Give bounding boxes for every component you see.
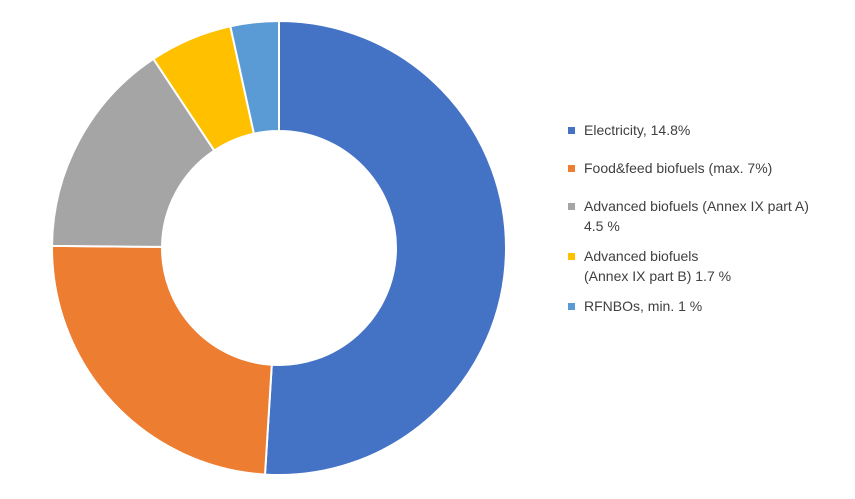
legend-label: Advanced biofuels (Annex IX part A) 4.5 … (584, 198, 809, 234)
legend-item-food-feed-biofuels: Food&feed biofuels (max. 7%) (568, 158, 848, 178)
legend-swatch (568, 303, 575, 310)
legend-item-electricity: Electricity, 14.8% (568, 120, 848, 140)
legend-swatch (568, 253, 575, 260)
chart-legend: Electricity, 14.8% Food&feed biofuels (m… (568, 120, 848, 334)
legend-item-advanced-biofuels-a: Advanced biofuels (Annex IX part A) 4.5 … (568, 196, 848, 236)
donut-slice-electricity (263, 19, 507, 476)
donut-slice-food-feed-biofuels (51, 244, 273, 476)
legend-label: RFNBOs, min. 1 % (584, 298, 703, 314)
legend-swatch (568, 165, 575, 172)
legend-label: Advanced biofuels (Annex IX part B) 1.7 … (584, 248, 732, 284)
legend-swatch (568, 127, 575, 134)
donut-slice-advanced-biofuels-a (50, 57, 216, 248)
legend-label: Food&feed biofuels (max. 7%) (584, 160, 773, 176)
legend-item-advanced-biofuels-b: Advanced biofuels (Annex IX part B) 1.7 … (568, 246, 848, 286)
legend-swatch (568, 203, 575, 210)
legend-label: Electricity, 14.8% (584, 122, 691, 138)
legend-item-rfnbos: RFNBOs, min. 1 % (568, 296, 848, 316)
donut-slice-rfnbos (229, 19, 280, 135)
